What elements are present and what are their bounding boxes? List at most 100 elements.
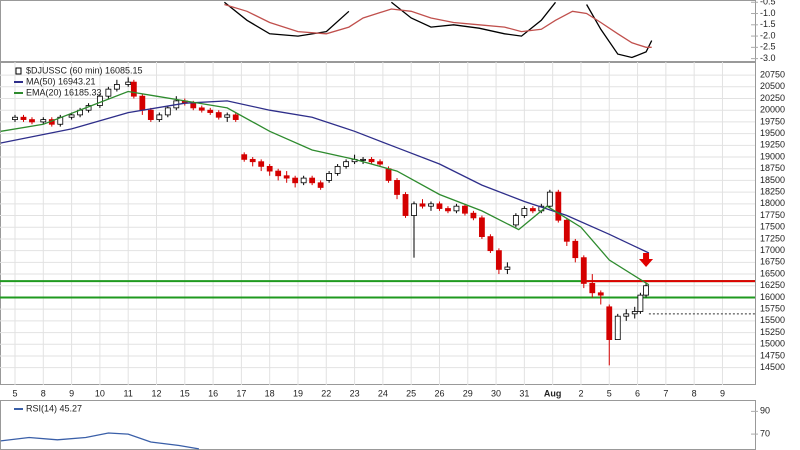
candle-body — [224, 114, 231, 118]
legend-label: $DJUSSC (60 min) 16085.15 — [26, 65, 143, 75]
x-tick-label: 11 — [124, 388, 133, 398]
candle-body — [394, 180, 400, 195]
candle-body — [68, 114, 75, 118]
candle-body — [275, 170, 282, 177]
y-tick-label: 18000 — [760, 198, 785, 208]
candle-body — [589, 283, 596, 294]
candle-body — [419, 203, 426, 207]
candle-body — [105, 88, 112, 97]
candle-body — [377, 161, 383, 165]
candle-body — [580, 257, 587, 284]
x-tick-label: 24 — [378, 388, 388, 398]
y-tick-label: 17000 — [760, 245, 785, 255]
series-line — [223, 1, 653, 59]
candle-body — [343, 161, 349, 167]
x-tick-label: 9 — [720, 388, 725, 398]
panel — [0, 0, 756, 62]
x-tick-label: 15 — [180, 388, 190, 398]
candle-body — [470, 212, 477, 219]
y-tick-label: 19500 — [760, 128, 785, 138]
x-tick-label: 10 — [95, 388, 105, 398]
candle-body — [113, 84, 120, 90]
candle-body — [317, 182, 324, 188]
panel — [0, 62, 756, 385]
plot-area — [0, 432, 200, 450]
candle-body — [521, 208, 528, 216]
candle-body — [368, 158, 375, 163]
x-tick-label: 31 — [519, 388, 529, 398]
candle-body — [385, 168, 392, 181]
candle-body — [309, 177, 316, 184]
x-tick-label: 9 — [69, 388, 74, 398]
y-tick-label: 16750 — [760, 257, 785, 267]
candle-body — [12, 116, 18, 120]
y-tick-label: 17500 — [760, 222, 785, 232]
y-tick-label: 16250 — [760, 280, 785, 290]
y-tick-label: 15000 — [760, 339, 785, 349]
candle-body — [147, 109, 154, 120]
candle-body — [283, 175, 290, 179]
candle-body — [637, 294, 644, 312]
y-tick-label: 17750 — [760, 210, 785, 220]
y-tick-label: -3.0 — [760, 53, 776, 63]
x-tick-label: 18 — [265, 388, 275, 398]
candle-body — [546, 191, 553, 207]
y-tick-label: 15250 — [760, 327, 785, 337]
candle-body — [512, 215, 519, 226]
candle-body — [125, 81, 132, 85]
candle-body — [453, 205, 460, 212]
candle-body — [96, 95, 103, 106]
y-tick-label: 19750 — [760, 116, 785, 126]
candle-body — [360, 158, 366, 161]
candle-body — [643, 285, 649, 296]
y-tick-label: 14750 — [760, 350, 785, 360]
y-tick-label: 20000 — [760, 105, 785, 115]
candle-body — [139, 95, 146, 111]
candle-body — [20, 116, 27, 120]
x-tick-label: 12 — [151, 388, 161, 398]
candle-body — [614, 315, 621, 340]
candle-body — [495, 250, 502, 270]
candle-body — [411, 203, 417, 216]
plot-area — [0, 62, 755, 385]
y-tick-label: -1.5 — [760, 19, 776, 29]
x-tick-label: 8 — [41, 388, 46, 398]
candle-body — [156, 114, 163, 120]
x-tick-label: 5 — [607, 388, 612, 398]
y-tick-label: 90 — [760, 406, 770, 416]
x-tick-label: 22 — [321, 388, 331, 398]
candle-body — [504, 266, 511, 270]
candle-body — [479, 217, 485, 238]
x-tick-label: 19 — [293, 388, 303, 398]
x-tick-label: 17 — [236, 388, 246, 398]
series-line — [0, 432, 200, 450]
candle-body — [462, 205, 468, 214]
candle-body — [190, 102, 197, 109]
candle-body — [130, 81, 137, 97]
candle-body — [597, 292, 604, 296]
y-tick-label: 18500 — [760, 175, 785, 185]
y-tick-label: 18250 — [760, 187, 785, 197]
x-tick-label: 25 — [406, 388, 416, 398]
series-line — [0, 100, 650, 254]
y-tick-label: 15750 — [760, 304, 785, 314]
y-tick-label: 16500 — [760, 268, 785, 278]
y-tick-label: -0.5 — [760, 0, 776, 7]
candle-body — [292, 177, 299, 184]
legend-label: EMA(20) 16185.33 — [26, 87, 102, 97]
candle-body — [445, 208, 451, 212]
y-tick-label: -2.5 — [760, 42, 776, 52]
y-tick-label: 18750 — [760, 163, 785, 173]
candle-body — [334, 165, 341, 174]
candle-body — [631, 311, 638, 315]
y-tick-label: 20750 — [760, 69, 785, 79]
plot-area — [223, 1, 653, 59]
legend-label: RSI(14) 45.27 — [26, 403, 82, 413]
x-tick-label: 23 — [350, 388, 360, 398]
candle-body — [215, 112, 222, 118]
y-tick-label: 20500 — [760, 81, 785, 91]
candle-body — [563, 219, 570, 242]
x-tick-label: 8 — [692, 388, 697, 398]
candle-body — [40, 119, 47, 123]
